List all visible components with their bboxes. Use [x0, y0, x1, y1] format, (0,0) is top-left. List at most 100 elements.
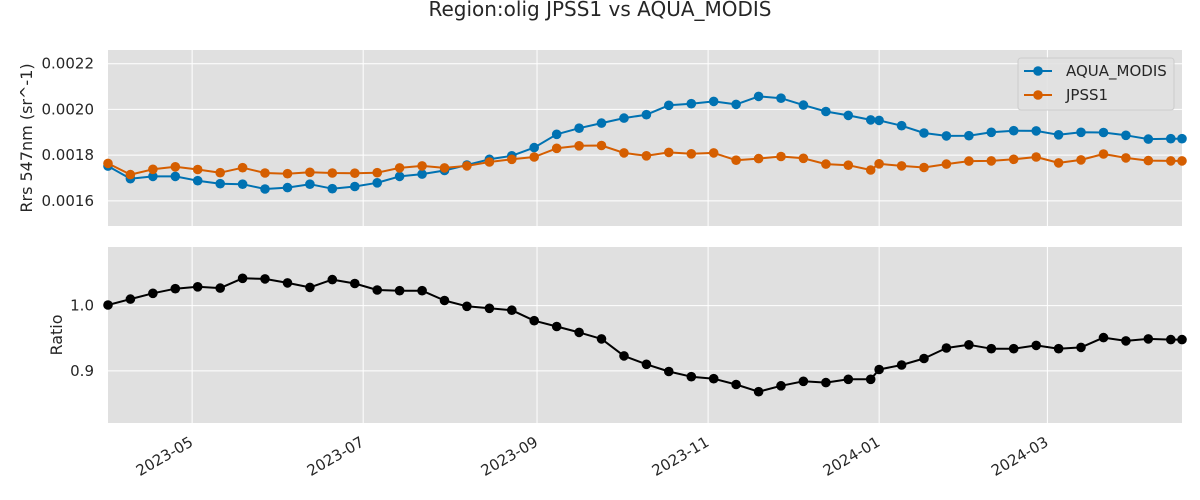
- ratio-data-point: [462, 301, 472, 312]
- ratio-data-point: [1031, 340, 1041, 351]
- aqua_modis-data-point: [1098, 127, 1109, 138]
- ratio-data-point: [1053, 343, 1064, 354]
- ratio-data-point: [641, 359, 652, 370]
- bottom-panel-y-ticks: 0.9 1.0: [70, 297, 94, 380]
- aqua_modis-data-point: [686, 98, 697, 109]
- ratio-data-point: [865, 374, 876, 385]
- jpss1-data-point: [462, 161, 472, 171]
- aqua_modis-data-point: [776, 93, 786, 103]
- ratio-data-point: [350, 278, 360, 289]
- legend-label-aqua_modis: AQUA_MODIS: [1066, 62, 1167, 81]
- jpss1-data-point: [574, 141, 584, 151]
- aqua_modis-data-point: [641, 109, 652, 120]
- ratio-data-point: [551, 321, 562, 332]
- aqua_modis-data-point: [327, 183, 338, 194]
- jpss1-data-point: [551, 143, 562, 154]
- aqua_modis-data-point: [919, 128, 929, 138]
- ratio-data-point: [170, 283, 181, 294]
- jpss1-data-point: [170, 162, 181, 172]
- legend: AQUA_MODIS JPSS1: [1017, 57, 1175, 111]
- jpss1-data-point: [394, 163, 405, 173]
- jpss1-data-point: [350, 168, 360, 178]
- ratio-data-point: [964, 340, 974, 350]
- jpss1-data-point: [417, 161, 427, 171]
- aqua_modis-data-point: [237, 179, 248, 189]
- jpss1-data-point: [507, 154, 517, 165]
- jpss1-data-point: [215, 167, 225, 178]
- aqua_modis-data-point: [596, 118, 607, 128]
- jpss1-data-point: [282, 168, 293, 179]
- x-tick-label: 2023-05: [133, 433, 196, 480]
- jpss1-data-point: [843, 160, 854, 170]
- aqua_modis-data-point: [1143, 134, 1154, 144]
- aqua_modis-data-point: [148, 171, 158, 182]
- aqua_modis-data-point: [1031, 126, 1041, 136]
- aqua_modis-data-point: [215, 178, 225, 189]
- legend-marker-aqua_modis: [1033, 66, 1043, 76]
- ratio-data-point: [1008, 343, 1019, 354]
- ratio-data-point: [874, 364, 884, 375]
- jpss1-data-point: [686, 149, 697, 159]
- x-tick-label: 2023-11: [649, 433, 712, 480]
- ratio-data-point: [896, 360, 907, 370]
- y-tick-label: 0.0016: [42, 192, 95, 210]
- ratio-data-point: [798, 376, 809, 387]
- jpss1-data-point: [327, 168, 338, 178]
- bottom-panel-y-axis-label: Ratio: [47, 314, 66, 355]
- jpss1-data-point: [865, 165, 876, 175]
- y-tick-label: 0.0022: [42, 55, 95, 73]
- bottom-panel: 0.9 1.0 Ratio 2023-05 2023-07 2023-09 2023-1…: [47, 247, 1187, 480]
- aqua_modis-data-point: [529, 142, 539, 153]
- y-tick-label: 0.9: [70, 362, 94, 380]
- jpss1-data-point: [941, 159, 952, 169]
- jpss1-data-point: [1053, 158, 1064, 168]
- jpss1-data-point: [148, 164, 158, 175]
- aqua_modis-data-point: [731, 99, 741, 110]
- jpss1-data-point: [896, 161, 907, 171]
- ratio-data-point: [1076, 342, 1086, 353]
- jpss1-data-point: [986, 156, 997, 166]
- jpss1-data-point: [305, 167, 315, 178]
- aqua_modis-data-point: [798, 100, 809, 110]
- top-panel-y-ticks: 0.0016 0.0018 0.0020 0.0022: [42, 55, 95, 210]
- aqua_modis-data-point: [282, 182, 293, 193]
- aqua_modis-data-point: [664, 100, 674, 111]
- ratio-data-point: [776, 381, 786, 391]
- ratio-data-point: [1121, 336, 1131, 346]
- jpss1-data-point: [1098, 149, 1109, 159]
- ratio-data-point: [686, 371, 697, 382]
- ratio-data-point: [821, 377, 831, 388]
- aqua_modis-data-point: [1053, 130, 1064, 140]
- ratio-data-point: [125, 294, 136, 304]
- jpss1-data-point: [821, 159, 831, 169]
- ratio-data-point: [282, 278, 293, 288]
- aqua_modis-data-point: [417, 169, 427, 179]
- ratio-data-point: [753, 386, 764, 397]
- legend-box: [1017, 57, 1175, 111]
- jpss1-data-point: [1076, 155, 1086, 165]
- aqua_modis-data-point: [350, 181, 360, 192]
- y-tick-label: 0.0018: [42, 146, 95, 164]
- aqua_modis-data-point: [1008, 125, 1019, 136]
- aqua_modis-data-point: [1166, 133, 1176, 144]
- jpss1-data-point: [664, 147, 674, 158]
- x-tick-label: 2023-09: [478, 433, 541, 480]
- aqua_modis-data-point: [753, 91, 764, 102]
- bottom-panel-series: [103, 273, 1187, 397]
- aqua_modis-data-point: [305, 179, 315, 189]
- ratio-data-point: [103, 300, 113, 310]
- aqua_modis-data-point: [1076, 127, 1086, 138]
- top-panel-grid: [108, 50, 1182, 226]
- jpss1-data-point: [1143, 155, 1154, 166]
- ratio-data-point: [708, 373, 719, 384]
- ratio-data-point: [986, 343, 997, 354]
- aqua_modis-data-point: [574, 123, 584, 133]
- aqua_modis-data-point: [260, 184, 270, 194]
- jpss1-data-point: [1008, 154, 1019, 165]
- ratio-data-point: [507, 305, 517, 316]
- ratio-data-point: [327, 274, 338, 285]
- ratio-data-point: [574, 327, 584, 338]
- aqua_modis-data-point: [708, 96, 719, 107]
- ratio-data-point: [260, 274, 270, 284]
